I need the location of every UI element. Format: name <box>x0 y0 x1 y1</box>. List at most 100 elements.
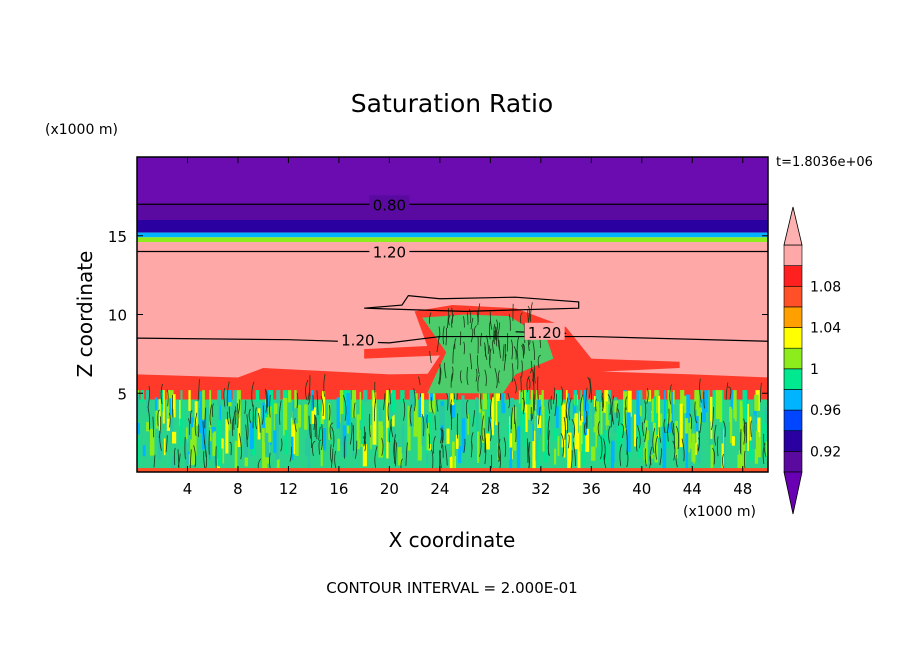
noise-streak <box>532 430 536 471</box>
noise-contour <box>152 416 154 438</box>
x-tick-label: 4 <box>183 480 193 498</box>
noise-contour <box>528 441 531 457</box>
noise-streak <box>336 397 340 429</box>
noise-contour <box>251 381 255 407</box>
noise-streak <box>719 390 723 423</box>
noise-streak <box>541 390 544 415</box>
y-tick-label: 5 <box>117 385 127 403</box>
noise-streak <box>485 433 490 450</box>
cloud-contour <box>494 326 498 341</box>
cloud-contour <box>467 312 469 325</box>
noise-streak <box>722 390 724 430</box>
noise-streak <box>494 390 497 422</box>
noise-contour <box>184 437 186 460</box>
noise-streak <box>704 390 708 413</box>
noise-contour <box>246 414 249 440</box>
noise-contour <box>269 394 271 418</box>
noise-contour <box>189 410 193 424</box>
noise-streak <box>754 394 759 411</box>
noise-streak <box>284 430 289 455</box>
noise-contour <box>232 416 235 437</box>
noise-contour <box>229 441 232 456</box>
noise-streak <box>262 402 267 450</box>
noise-streak <box>478 390 481 413</box>
noise-streak <box>751 415 756 449</box>
noise-streak <box>754 431 758 464</box>
noise-streak <box>169 398 172 416</box>
noise-streak <box>487 390 490 438</box>
noise-streak <box>591 446 596 461</box>
noise-streak <box>722 425 726 472</box>
noise-streak <box>489 419 491 429</box>
x-tick-label: 24 <box>430 480 449 498</box>
cloud-contour <box>442 325 445 345</box>
noise-streak <box>427 414 431 444</box>
noise-streak <box>523 412 526 447</box>
noise-streak <box>346 393 351 425</box>
field-layer-4 <box>137 237 768 243</box>
noise-contour <box>430 396 434 414</box>
noise-contour <box>160 383 163 404</box>
noise-contour <box>624 407 627 429</box>
noise-streak <box>662 426 667 471</box>
noise-contour <box>203 451 206 469</box>
noise-contour <box>595 398 597 412</box>
noise-contour <box>479 435 482 457</box>
noise-contour <box>334 450 337 470</box>
noise-streak <box>179 400 182 426</box>
noise-streak <box>613 397 617 433</box>
noise-contour <box>168 413 171 428</box>
noise-contour <box>552 387 556 404</box>
cloud-contour <box>470 317 474 330</box>
noise-contour <box>362 436 367 452</box>
noise-streak <box>597 390 602 408</box>
noise-contour <box>607 394 612 415</box>
noise-contour <box>373 399 376 422</box>
noise-contour <box>402 398 406 421</box>
noise-streak <box>356 414 360 443</box>
cloud-contour <box>476 311 479 326</box>
contour-label-bg <box>369 195 410 213</box>
noise-contour <box>563 416 566 440</box>
noise-streak <box>580 395 584 417</box>
noise-contour <box>484 438 487 464</box>
y-unit-label: (x1000 m) <box>45 122 118 138</box>
cloud-contour <box>444 362 447 379</box>
noise-streak <box>712 390 715 407</box>
noise-contour <box>554 393 558 417</box>
noise-streak <box>595 401 600 436</box>
noise-contour <box>383 393 386 410</box>
x-tick-label: 16 <box>329 480 348 498</box>
noise-streak <box>250 441 253 457</box>
colorbar-band <box>783 409 803 432</box>
noise-streak <box>742 390 747 424</box>
noise-contour <box>312 394 314 409</box>
noise-contour <box>202 421 205 444</box>
noise-streak <box>453 390 457 403</box>
noise-contour <box>432 435 436 454</box>
noise-streak <box>658 395 661 438</box>
contour-label-bg <box>524 322 565 340</box>
field-layer-1 <box>137 204 768 220</box>
noise-contour <box>441 444 444 458</box>
contour-label: 1.20 <box>373 244 406 262</box>
noise-streak <box>577 432 581 469</box>
noise-contour <box>537 406 541 425</box>
cloud-contour <box>484 342 486 357</box>
noise-streak <box>158 399 161 432</box>
noise-streak <box>763 423 767 458</box>
colorbar: 1.08 1.04 1 0.96 0.92 <box>783 206 841 515</box>
colorbar-band <box>783 368 803 390</box>
noise-streak <box>209 390 212 428</box>
noise-streak <box>691 433 696 462</box>
noise-streak <box>411 390 415 407</box>
cloud-contour <box>459 331 462 346</box>
noise-contour <box>323 373 326 397</box>
noise-streak <box>524 390 528 432</box>
noise-streak <box>599 434 604 463</box>
noise-streak <box>482 390 487 410</box>
noise-streak <box>199 391 203 412</box>
noise-streak <box>236 390 241 417</box>
noise-contour <box>689 413 692 429</box>
cloud-contour <box>429 350 432 364</box>
